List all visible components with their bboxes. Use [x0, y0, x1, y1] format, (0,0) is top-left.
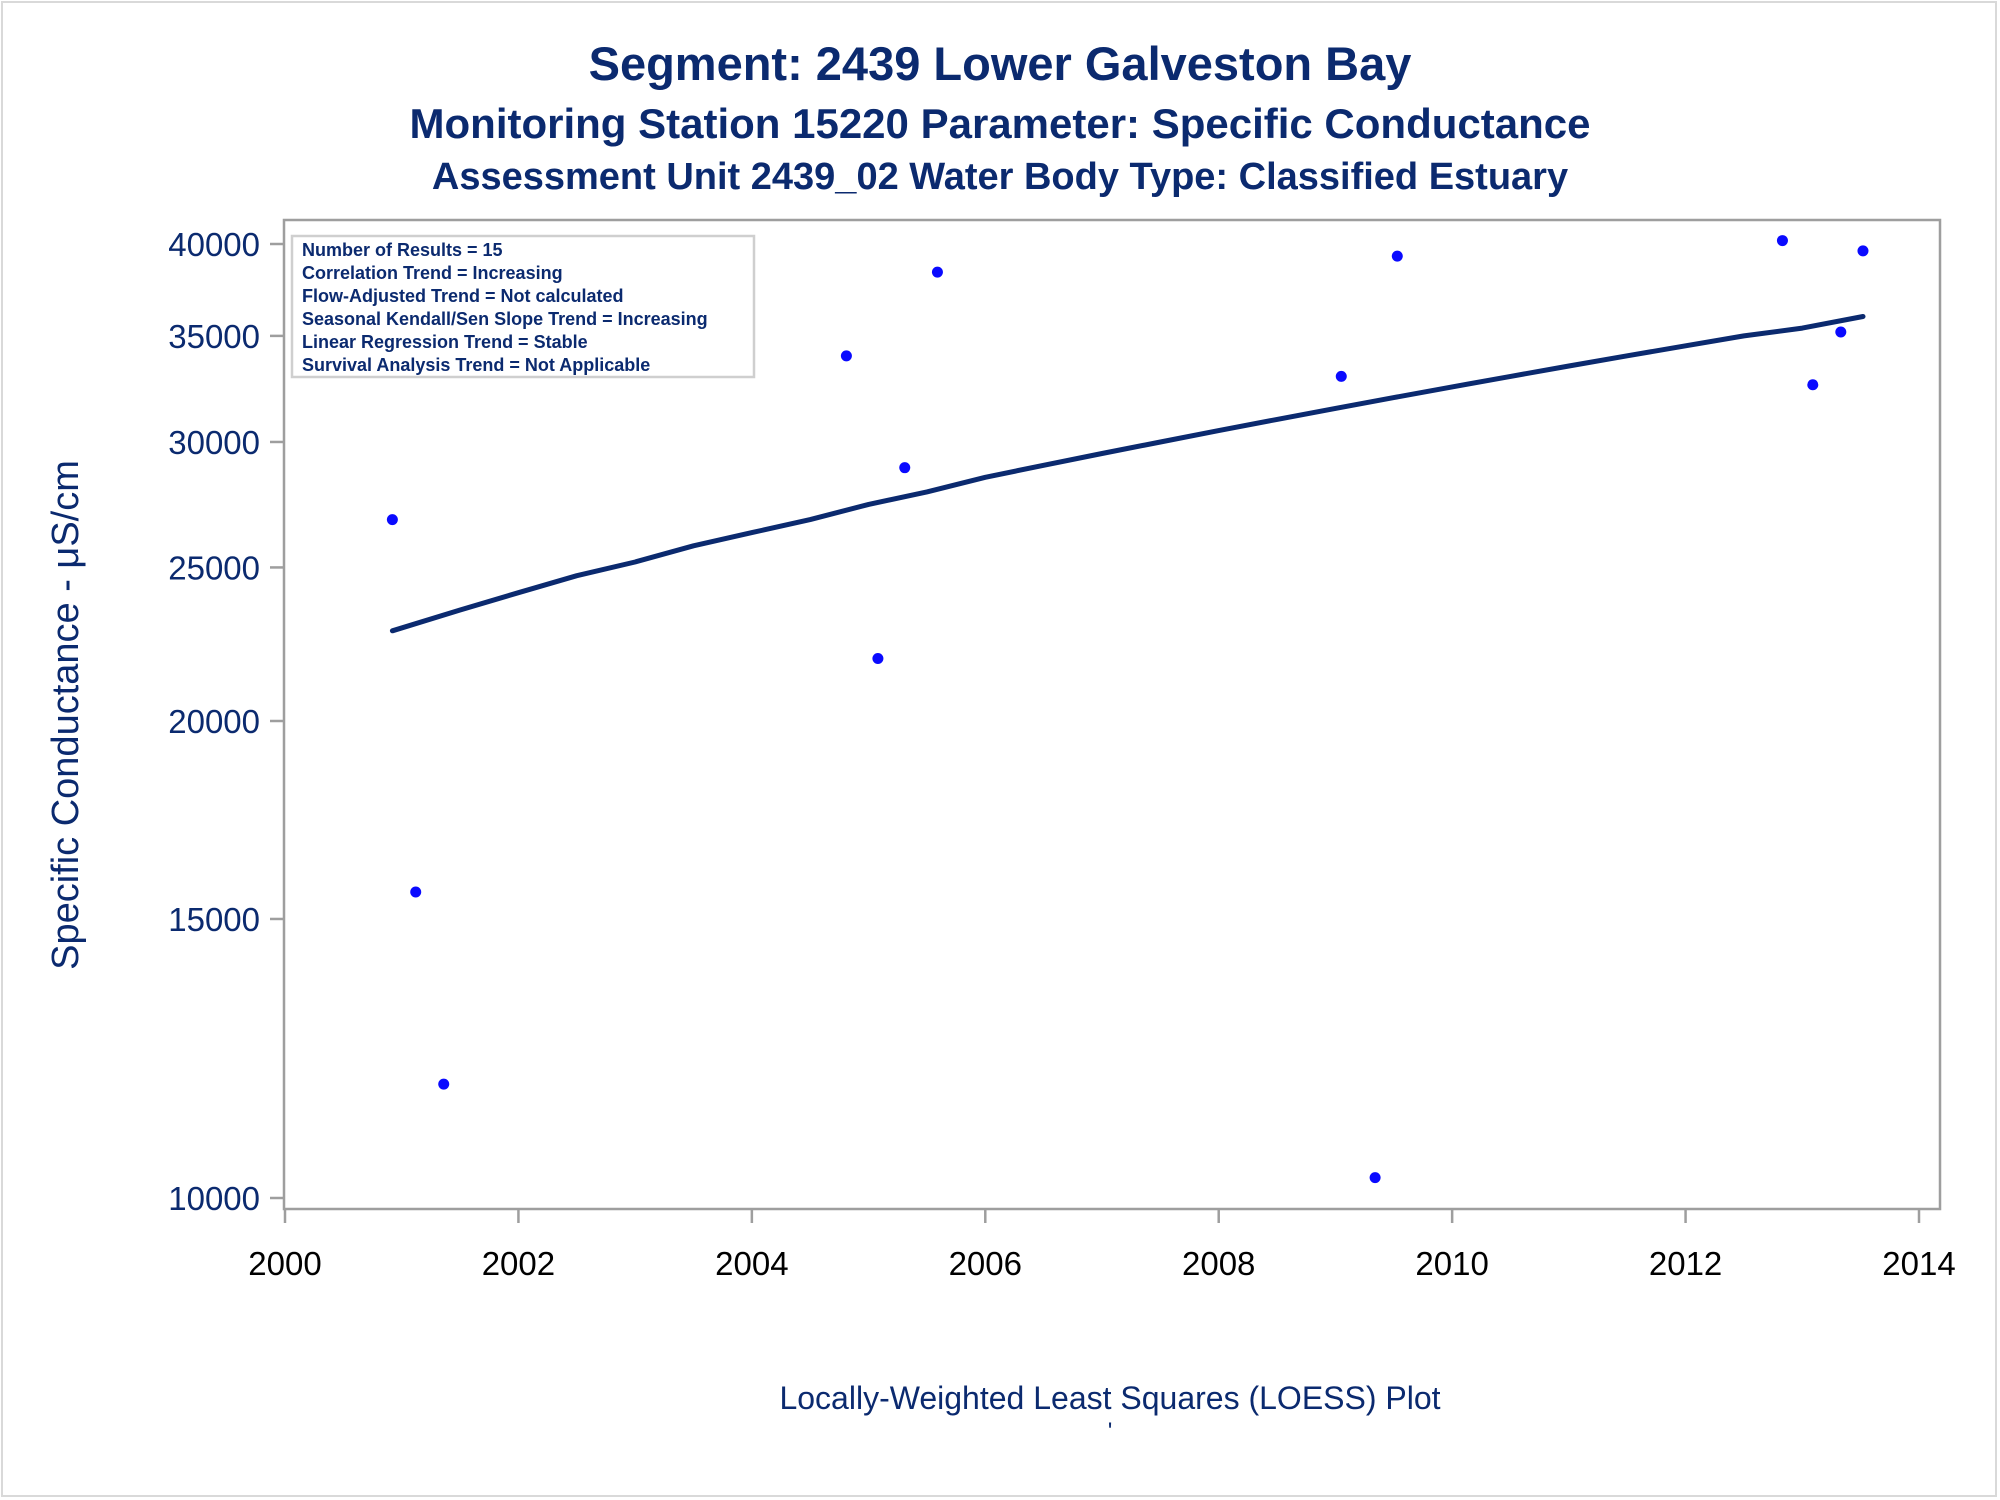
data-point: [1807, 379, 1819, 391]
x-tick-label: 2000: [248, 1245, 321, 1282]
data-point: [1391, 250, 1403, 262]
y-tick-label: 30000: [168, 424, 260, 461]
data-point: [1857, 245, 1869, 257]
data-point: [410, 886, 422, 898]
x-tick-label: 2008: [1182, 1245, 1255, 1282]
x-tick-label: 2010: [1415, 1245, 1488, 1282]
y-tick-label: 40000: [168, 226, 260, 263]
data-point: [872, 653, 884, 665]
data-point: [1835, 326, 1847, 338]
chart-subtitle-assessment: Assessment Unit 2439_02 Water Body Type:…: [431, 156, 1569, 198]
y-tick-label: 25000: [168, 549, 260, 586]
loess-trend-line: [389, 314, 1866, 634]
stats-box-line: Flow-Adjusted Trend = Not calculated: [302, 286, 624, 306]
stats-box-line: Correlation Trend = Increasing: [302, 263, 563, 283]
stats-box: [290, 234, 756, 379]
data-point: [931, 266, 943, 278]
footnote: Locally-Weighted Least Squares (LOESS) P…: [779, 1380, 1441, 1416]
data-point: [1335, 370, 1347, 382]
y-tick-label: 10000: [168, 1180, 260, 1217]
data-point: [1776, 235, 1788, 247]
stats-box-line: Survival Analysis Trend = Not Applicable: [302, 355, 650, 375]
x-tick-label: 2004: [715, 1245, 788, 1282]
chart-subtitle-station: Monitoring Station 15220 Parameter: Spec…: [409, 100, 1591, 147]
y-axis-label: Specific Conductance - μS/cm: [45, 460, 87, 970]
x-tick-label: 2002: [482, 1245, 555, 1282]
x-tick-label: 2014: [1882, 1245, 1955, 1282]
data-point: [899, 462, 911, 474]
data-point: [1369, 1172, 1381, 1184]
y-tick-label: 15000: [168, 901, 260, 938]
x-tick-label: 2006: [949, 1245, 1022, 1282]
data-point: [840, 350, 852, 362]
data-point: [438, 1078, 450, 1090]
chart-title: Segment: 2439 Lower Galveston Bay: [588, 37, 1412, 90]
plot-area-border: [282, 218, 1942, 1211]
y-tick-label: 35000: [168, 318, 260, 355]
y-tick-label: 20000: [168, 703, 260, 740]
stats-box-line: Seasonal Kendall/Sen Slope Trend = Incre…: [302, 309, 708, 329]
footnote-mark: ': [1107, 1418, 1113, 1445]
stats-box-line: Linear Regression Trend = Stable: [302, 332, 588, 352]
stats-box-line: Number of Results = 15: [302, 240, 503, 260]
data-point: [386, 514, 398, 526]
x-tick-label: 2012: [1649, 1245, 1722, 1282]
